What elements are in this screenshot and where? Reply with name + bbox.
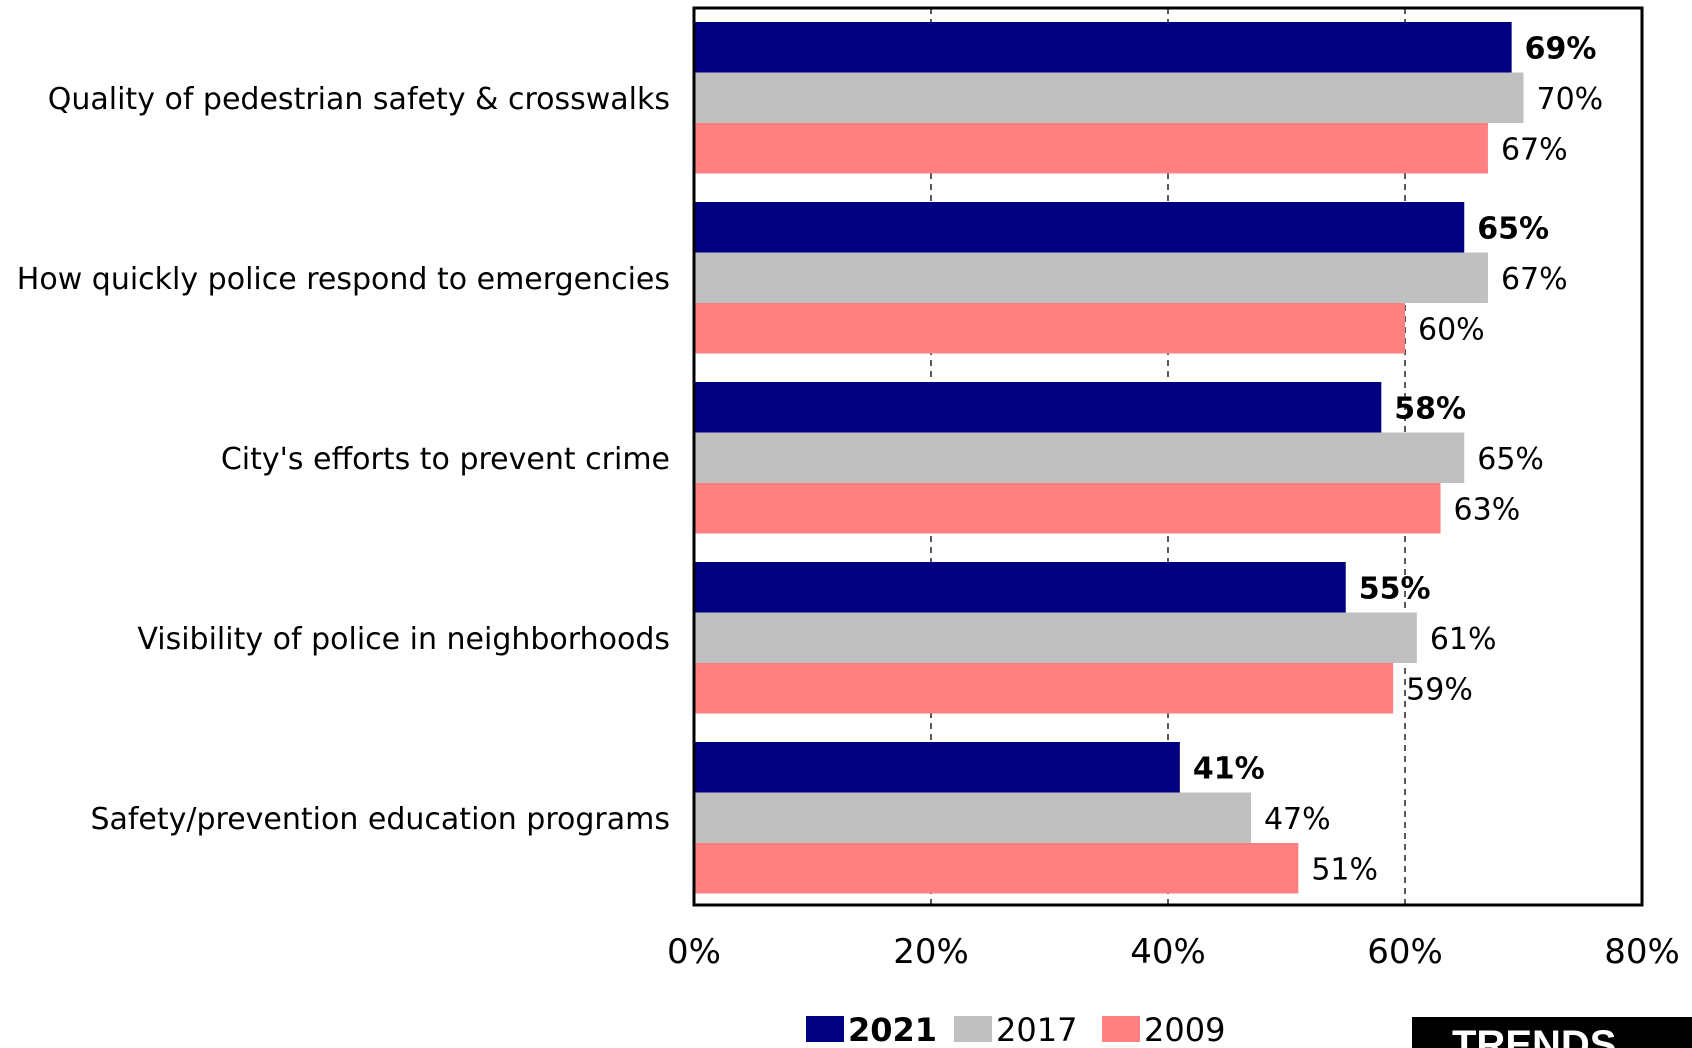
value-label-2021-2: 65% — [1477, 211, 1549, 246]
category-labels: Quality of pedestrian safety & crosswalk… — [17, 82, 670, 837]
x-tick-label-0: 0% — [667, 932, 721, 972]
bar-2009-1 — [694, 123, 1488, 174]
bar-2021-1 — [694, 22, 1512, 73]
value-label-2021-1: 69% — [1525, 31, 1597, 66]
value-labels: 69% 70% 67% 65% 67% 60% 58% 65% 63% 55% 61% 59% 41% 4… — [1193, 31, 1603, 887]
bar-2009-4 — [694, 663, 1394, 714]
badge-background — [1412, 1017, 1692, 1048]
value-label-2009-5: 51% — [1311, 852, 1378, 887]
x-tick-label-80: 80% — [1604, 932, 1680, 972]
bar-2021-2 — [694, 202, 1465, 253]
bar-2017-2 — [694, 252, 1488, 303]
bar-2021-4 — [694, 562, 1346, 613]
value-label-2021-3: 58% — [1394, 391, 1466, 426]
bar-2009-2 — [694, 303, 1405, 354]
legend-swatch-2009 — [1102, 1016, 1140, 1042]
category-label-5: Safety/prevention education programs — [90, 802, 670, 837]
legend-label-2009: 2009 — [1144, 1011, 1225, 1048]
category-label-4: Visibility of police in neighborhoods — [137, 622, 670, 657]
value-label-2021-5: 41% — [1193, 751, 1265, 786]
value-label-2017-4: 61% — [1430, 622, 1497, 657]
bar-2017-1 — [694, 72, 1524, 123]
x-tick-label-20: 20% — [893, 932, 969, 972]
value-label-2009-3: 63% — [1454, 492, 1521, 527]
category-label-1: Quality of pedestrian safety & crosswalk… — [48, 82, 670, 117]
badge-text: TRENDS — [1452, 1023, 1616, 1048]
legend-label-2017: 2017 — [996, 1011, 1077, 1048]
value-label-2009-1: 67% — [1501, 132, 1568, 167]
value-label-2017-3: 65% — [1477, 442, 1544, 477]
x-tick-label-40: 40% — [1130, 932, 1206, 972]
x-tick-label-60: 60% — [1367, 932, 1443, 972]
value-label-2021-4: 55% — [1359, 571, 1431, 606]
legend-swatch-2021 — [806, 1016, 844, 1042]
bar-2021-3 — [694, 382, 1382, 433]
value-label-2009-4: 59% — [1406, 672, 1473, 707]
bar-2021-5 — [694, 742, 1180, 793]
category-label-2: How quickly police respond to emergencie… — [17, 262, 670, 297]
bar-2017-4 — [694, 612, 1417, 663]
legend: 2021 2017 2009 — [806, 1011, 1225, 1048]
bar-2009-5 — [694, 843, 1299, 894]
plot-frame — [692, 6, 1644, 907]
value-label-2017-1: 70% — [1537, 82, 1604, 117]
legend-swatch-2017 — [954, 1016, 992, 1042]
badge: TRENDS — [1412, 1017, 1692, 1048]
bars — [694, 22, 1524, 894]
bar-2017-3 — [694, 432, 1465, 483]
value-label-2009-2: 60% — [1418, 312, 1485, 347]
bar-2017-5 — [694, 792, 1251, 843]
legend-label-2021: 2021 — [848, 1011, 937, 1048]
x-axis-tick-labels: 0% 20% 40% 60% 80% — [667, 932, 1680, 972]
category-label-3: City's efforts to prevent crime — [221, 442, 670, 477]
value-label-2017-5: 47% — [1264, 802, 1331, 837]
value-label-2017-2: 67% — [1501, 262, 1568, 297]
bar-2009-3 — [694, 483, 1441, 534]
